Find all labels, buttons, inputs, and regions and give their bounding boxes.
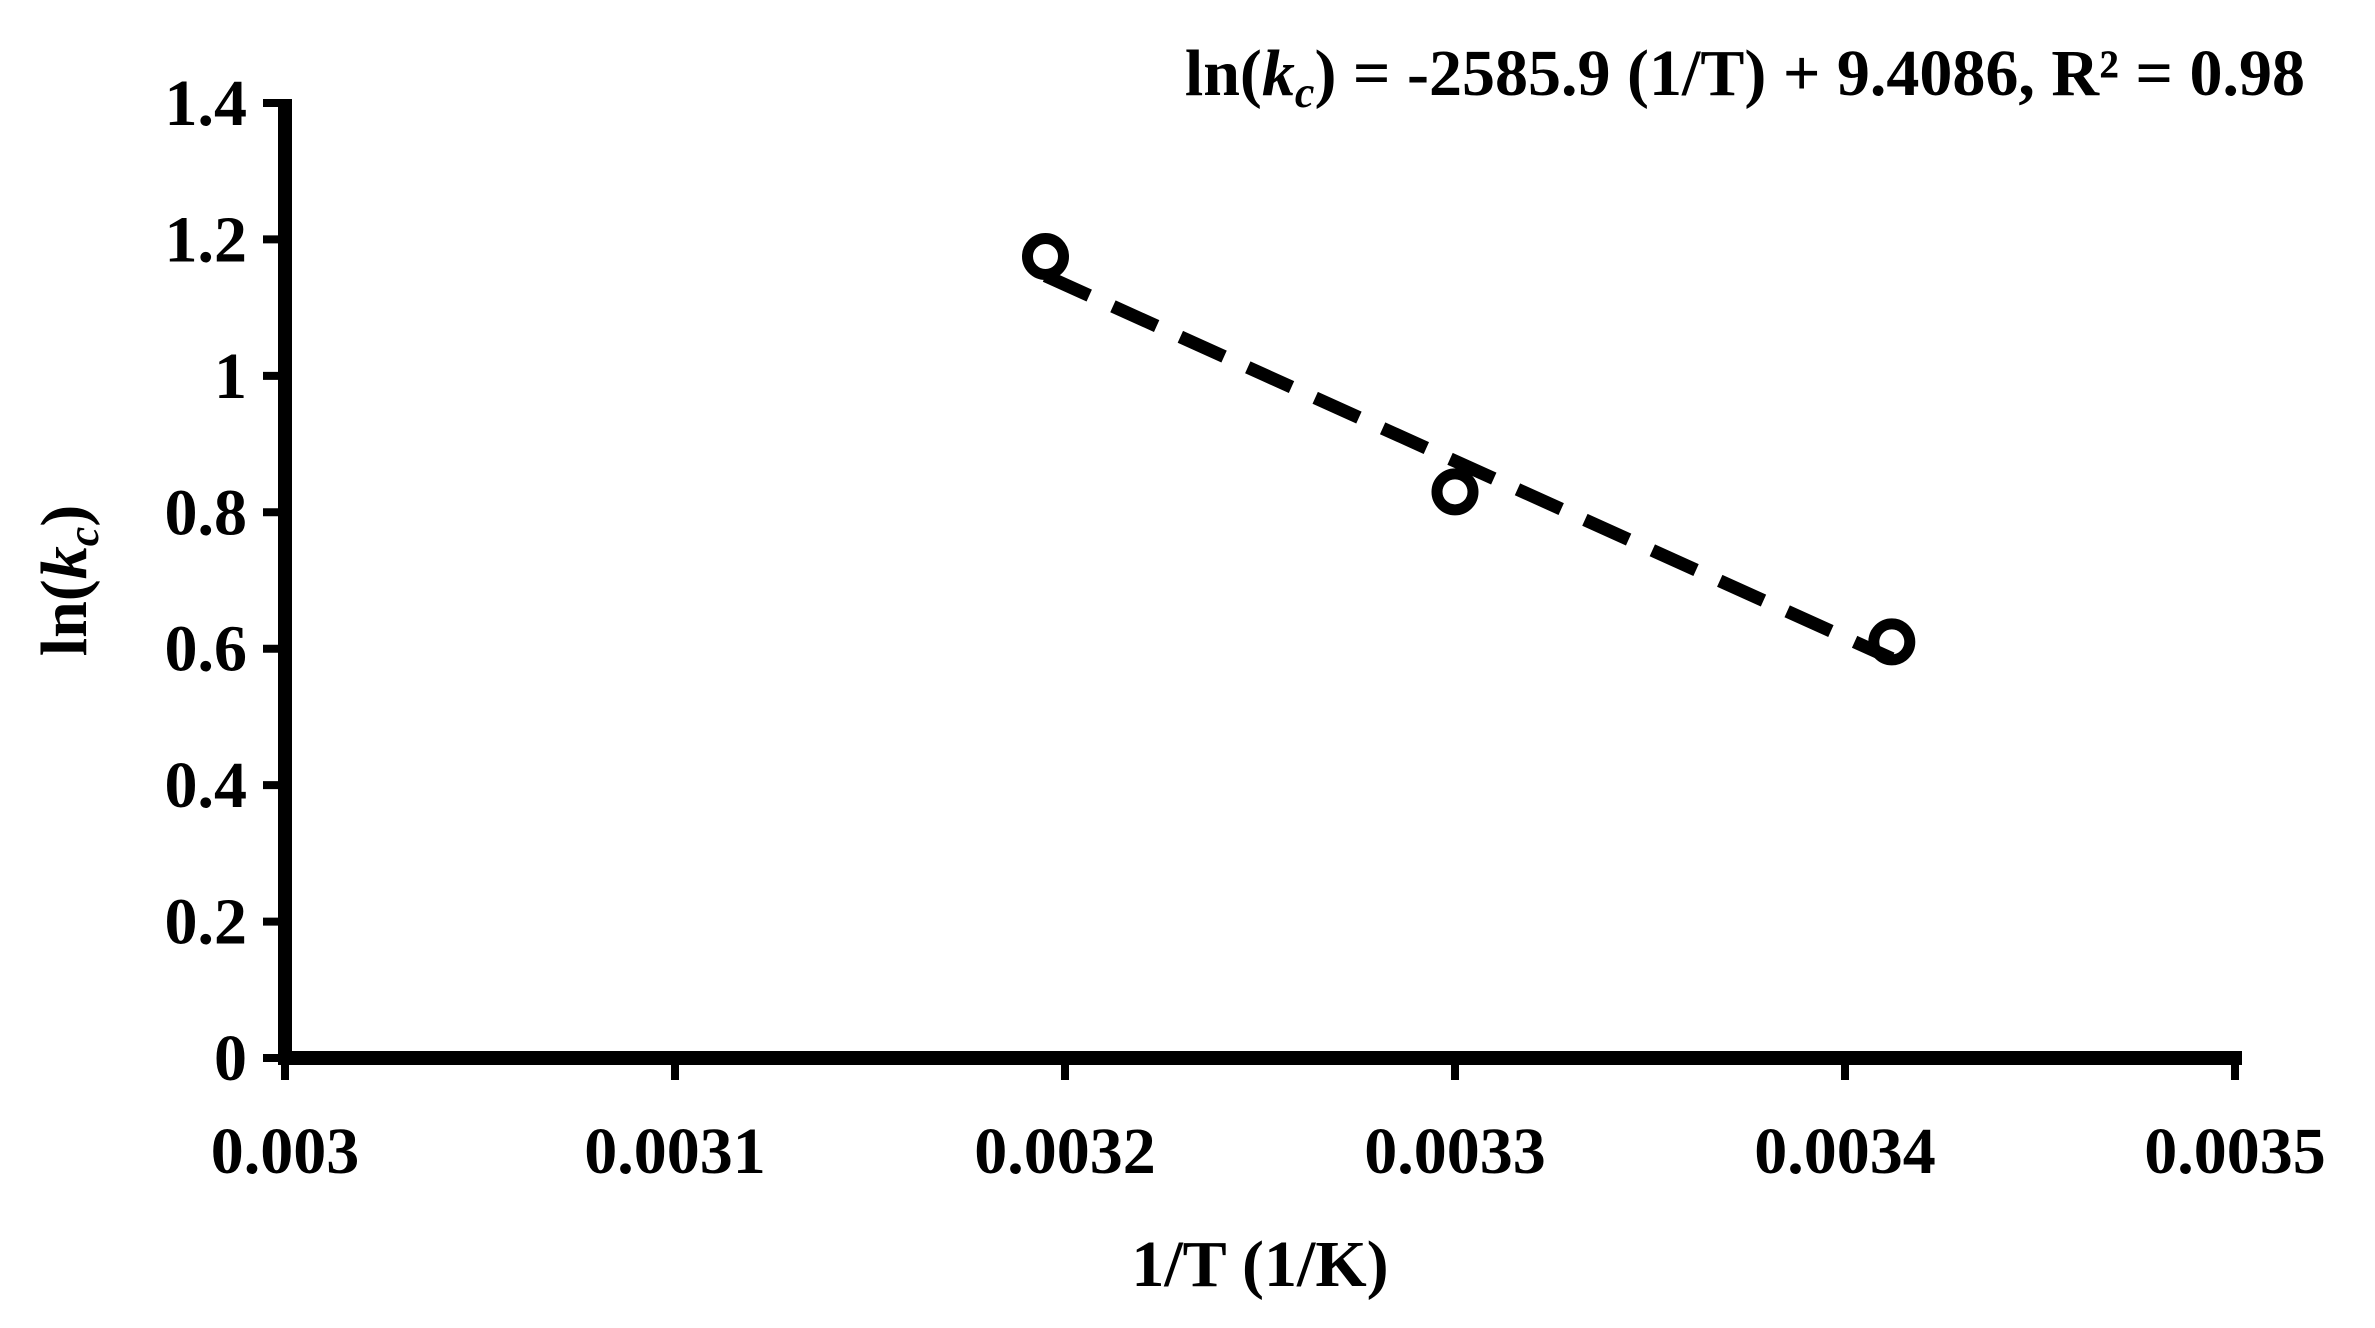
equation-sub: c bbox=[1295, 68, 1315, 117]
data-points bbox=[1022, 232, 1916, 666]
y-tick-label: 0.4 bbox=[165, 749, 248, 822]
x-tick-label: 0.003 bbox=[211, 1115, 360, 1188]
y-axis-title-prefix: ln( bbox=[28, 579, 101, 656]
y-tick-label: 1 bbox=[214, 340, 247, 413]
y-tick-label: 0.8 bbox=[165, 476, 248, 549]
x-tick-label: 0.0034 bbox=[1754, 1115, 1936, 1188]
data-point bbox=[1868, 618, 1916, 666]
y-tick-label: 0 bbox=[214, 1022, 247, 1095]
y-tick-label: 1.2 bbox=[165, 203, 248, 276]
data-point bbox=[1431, 468, 1479, 516]
y-tick-label: 0.6 bbox=[165, 613, 248, 686]
equation-suffix: ) = -2585.9 (1/T) + 9.4086, R² = 0.98 bbox=[1314, 37, 2305, 110]
trendline bbox=[1042, 269, 1895, 665]
trendline-equation: ln(kc) = -2585.9 (1/T) + 9.4086, R² = 0.… bbox=[1185, 37, 2305, 117]
x-tick-label: 0.0035 bbox=[2144, 1115, 2326, 1188]
x-tick-label: 0.0032 bbox=[974, 1115, 1156, 1188]
equation-k: k bbox=[1262, 37, 1295, 110]
ticks: 0 0.2 0.4 0.6 0.8 1 1.2 1.4 0.003 0.0031 0.0032 0.0… bbox=[165, 67, 2326, 1188]
axes bbox=[278, 99, 2242, 1065]
equation-prefix: ln( bbox=[1185, 37, 1262, 110]
y-tick-label: 0.2 bbox=[165, 886, 248, 959]
x-tick-label: 0.0031 bbox=[584, 1115, 766, 1188]
y-axis-title: ln(kc) bbox=[28, 505, 108, 657]
trendline-group bbox=[1042, 269, 1895, 665]
x-axis-title: 1/T (1/K) bbox=[1131, 1228, 1388, 1301]
y-axis-title-suffix: ) bbox=[28, 505, 101, 527]
y-axis-title-sub: c bbox=[59, 527, 108, 547]
y-axis-title-k: k bbox=[28, 546, 101, 579]
y-tick-label: 1.4 bbox=[165, 67, 248, 140]
x-tick-label: 0.0033 bbox=[1364, 1115, 1546, 1188]
data-point bbox=[1022, 232, 1069, 280]
